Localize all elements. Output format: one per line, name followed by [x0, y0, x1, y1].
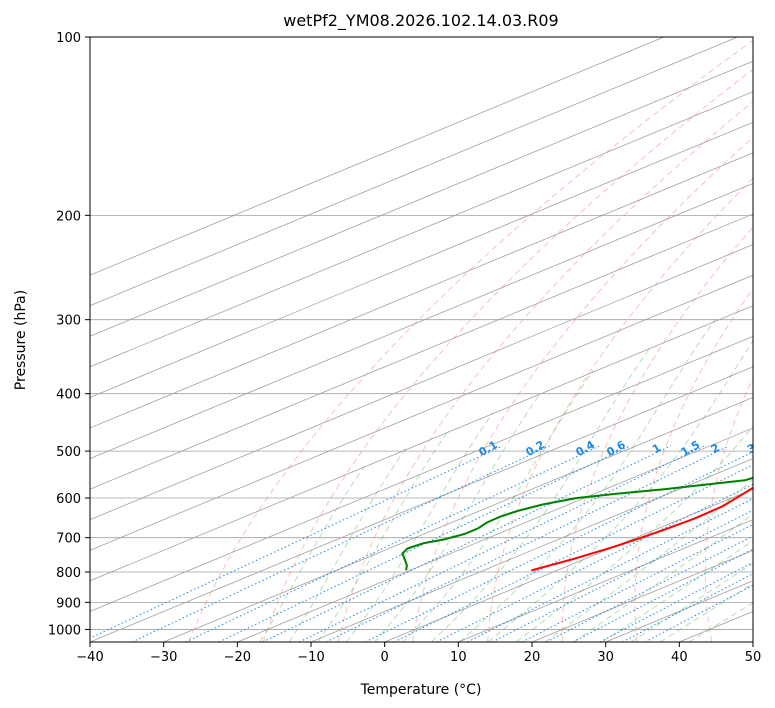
- x-axis-label: Temperature (°C): [360, 682, 482, 698]
- y-tick-label: 900: [56, 596, 81, 611]
- isotherm-line: [90, 91, 753, 368]
- mixing-ratio-line: [393, 464, 753, 642]
- isotherm-line: [90, 305, 753, 582]
- moist-adiabat: [431, 347, 651, 642]
- dry-adiabat: [704, 376, 753, 642]
- isotherm-line: [90, 213, 753, 490]
- moist-adiabat: [345, 412, 494, 642]
- isotherm-line: [90, 366, 753, 642]
- mixing-ratio-line: [436, 483, 753, 642]
- mixing-ratio-line: [131, 445, 550, 642]
- dry-adiabat: [487, 177, 753, 642]
- isotherm-line: [458, 519, 753, 642]
- mixing-ratio-line: [185, 445, 600, 642]
- isotherm-line: [90, 37, 738, 307]
- sounding-series: [401, 476, 753, 572]
- dewpoint-profile-line: [401, 476, 753, 571]
- isotherm-line: [90, 152, 753, 429]
- dry-adiabat: [188, 39, 753, 642]
- moist-adiabat: [402, 369, 594, 642]
- x-tick-label: 40: [671, 650, 688, 665]
- mixing-ratio-line: [572, 548, 753, 642]
- x-tick-label: 50: [745, 650, 762, 665]
- dry-adiabat: [263, 68, 753, 642]
- isotherm-line: [90, 121, 753, 398]
- isotherm-line: [237, 427, 753, 642]
- dry-adiabat: [634, 287, 753, 642]
- isotherm-line: [310, 458, 753, 642]
- mixing-ratio-line: [546, 535, 753, 642]
- mixing-ratio-line: [492, 509, 753, 642]
- moist-adiabat: [374, 393, 541, 642]
- y-tick-label: 500: [56, 445, 81, 460]
- mixing-ratio-label: 3: [745, 441, 758, 456]
- mixing-ratio-line: [90, 445, 503, 639]
- dry-adiabat: [561, 226, 753, 642]
- x-tick-label: −20: [224, 650, 251, 665]
- isotherm-line: [90, 274, 753, 551]
- moist-adiabat: [459, 319, 716, 642]
- moist-adiabat: [688, 602, 753, 642]
- moist-adiabat: [487, 339, 753, 642]
- moist-adiabat: [259, 465, 365, 642]
- y-tick-label: 1000: [48, 623, 81, 638]
- x-tick-label: 20: [524, 650, 541, 665]
- mixing-ratio-line: [325, 445, 730, 642]
- isotherm-line: [90, 335, 753, 612]
- axis-ticks: −40 −30 −20 −10 0 10 20 30 40 50 100 200 300 400 500 60…: [48, 31, 761, 665]
- y-tick-label: 200: [56, 209, 81, 224]
- isotherm-line: [163, 396, 753, 642]
- isotherm-line: [90, 244, 753, 521]
- x-tick-label: −10: [297, 650, 324, 665]
- chart-title: wetPf2_YM08.2026.102.14.03.R09: [283, 11, 558, 31]
- x-tick-label: 10: [450, 650, 467, 665]
- temperature-profile-line: [531, 486, 753, 572]
- y-tick-label: 100: [56, 31, 81, 46]
- isotherm-line: [90, 37, 665, 276]
- mixing-ratio-line: [218, 445, 631, 642]
- y-tick-label: 300: [56, 314, 81, 329]
- isotherm-line: [384, 488, 753, 642]
- y-tick-label: 600: [56, 492, 81, 507]
- mixing-ratio-line: [262, 445, 671, 642]
- mixing-ratio-line: [521, 523, 753, 642]
- reference-lines: [90, 37, 753, 642]
- y-tick-label: 800: [56, 566, 81, 581]
- x-tick-label: −40: [76, 650, 103, 665]
- y-tick-label: 400: [56, 388, 81, 403]
- isotherm-line: [90, 182, 753, 460]
- x-tick-label: 0: [381, 650, 389, 665]
- y-tick-label: 700: [56, 532, 81, 547]
- mixing-ratio-line: [365, 451, 753, 642]
- plot-frame: [89, 36, 754, 643]
- y-axis-label: Pressure (hPa): [13, 290, 29, 390]
- mixing-ratio-line: [467, 498, 753, 642]
- moist-adiabat: [317, 432, 448, 642]
- x-tick-label: 30: [597, 650, 614, 665]
- isotherm-line: [90, 60, 753, 337]
- dry-adiabat: [412, 136, 753, 642]
- x-tick-label: −30: [150, 650, 177, 665]
- moist-adiabat: [288, 448, 407, 642]
- moist-adiabat: [544, 478, 753, 642]
- moist-adiabat: [659, 583, 753, 642]
- moist-adiabat: [573, 513, 753, 642]
